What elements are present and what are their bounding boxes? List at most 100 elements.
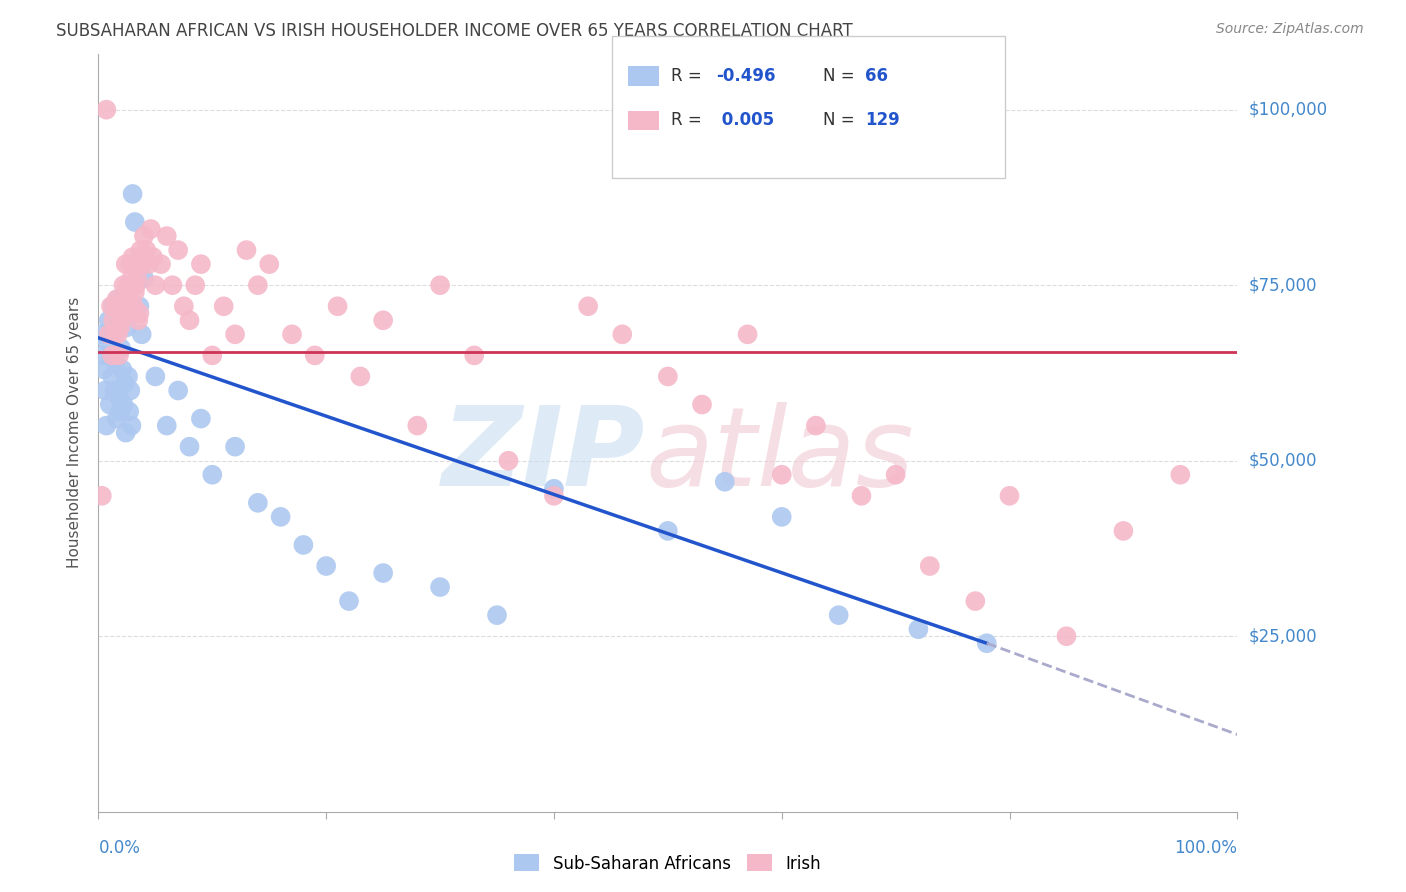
Point bbox=[139, 222, 162, 236]
Point bbox=[304, 348, 326, 362]
Point bbox=[117, 369, 139, 384]
Point bbox=[371, 566, 394, 580]
Point bbox=[167, 243, 190, 257]
Point bbox=[292, 538, 315, 552]
Point bbox=[498, 453, 520, 467]
Point bbox=[122, 299, 145, 313]
Point bbox=[104, 299, 127, 313]
Point bbox=[145, 278, 167, 293]
Point bbox=[138, 257, 160, 271]
Point bbox=[125, 278, 148, 293]
Y-axis label: Householder Income Over 65 years: Householder Income Over 65 years bbox=[67, 297, 83, 568]
Point bbox=[142, 250, 165, 264]
Legend: Sub-Saharan Africans, Irish: Sub-Saharan Africans, Irish bbox=[508, 847, 828, 880]
Point bbox=[108, 391, 131, 405]
Point bbox=[105, 292, 128, 306]
Point bbox=[120, 257, 142, 271]
Point bbox=[103, 299, 125, 313]
Point bbox=[127, 257, 149, 271]
Point bbox=[90, 327, 112, 342]
Point bbox=[131, 327, 153, 342]
Point bbox=[100, 299, 122, 313]
Point bbox=[918, 559, 941, 574]
Point bbox=[120, 418, 142, 433]
Point bbox=[190, 411, 212, 425]
Text: SUBSAHARAN AFRICAN VS IRISH HOUSEHOLDER INCOME OVER 65 YEARS CORRELATION CHART: SUBSAHARAN AFRICAN VS IRISH HOUSEHOLDER … bbox=[56, 22, 853, 40]
Point bbox=[114, 425, 136, 440]
Point bbox=[112, 278, 135, 293]
Point bbox=[128, 299, 150, 313]
Point bbox=[770, 509, 793, 524]
Point bbox=[486, 608, 509, 623]
Point bbox=[96, 334, 118, 349]
Point bbox=[103, 327, 125, 342]
Point bbox=[105, 411, 128, 425]
Point bbox=[100, 348, 122, 362]
Point bbox=[135, 243, 157, 257]
Point bbox=[907, 622, 929, 636]
Point bbox=[326, 299, 349, 313]
Point bbox=[998, 489, 1021, 503]
Point bbox=[114, 292, 136, 306]
Point bbox=[804, 418, 827, 433]
Text: 0.0%: 0.0% bbox=[98, 839, 141, 857]
Point bbox=[737, 327, 759, 342]
Point bbox=[124, 215, 146, 229]
Point bbox=[108, 404, 131, 418]
Point bbox=[246, 278, 269, 293]
Point bbox=[121, 186, 143, 201]
Point bbox=[96, 103, 118, 117]
Point bbox=[108, 320, 131, 334]
Text: -0.496: -0.496 bbox=[716, 67, 775, 85]
Point bbox=[132, 229, 155, 244]
Point bbox=[976, 636, 998, 650]
Point bbox=[103, 313, 125, 327]
Point bbox=[190, 257, 212, 271]
Point bbox=[281, 327, 304, 342]
Point bbox=[429, 278, 451, 293]
Point bbox=[115, 299, 138, 313]
Point bbox=[184, 278, 207, 293]
Point bbox=[117, 278, 139, 293]
Point bbox=[127, 313, 149, 327]
Point bbox=[94, 384, 117, 398]
Point bbox=[101, 369, 124, 384]
Text: ZIP: ZIP bbox=[441, 402, 645, 508]
Point bbox=[127, 271, 149, 285]
Point bbox=[224, 440, 246, 454]
Point bbox=[246, 496, 269, 510]
Point bbox=[884, 467, 907, 482]
Text: N =: N = bbox=[823, 67, 859, 85]
Point bbox=[111, 362, 134, 376]
Point bbox=[179, 313, 201, 327]
Point bbox=[851, 489, 873, 503]
Point bbox=[1112, 524, 1135, 538]
Text: 66: 66 bbox=[865, 67, 887, 85]
Point bbox=[349, 369, 371, 384]
Point bbox=[108, 348, 131, 362]
Point bbox=[201, 348, 224, 362]
Text: Source: ZipAtlas.com: Source: ZipAtlas.com bbox=[1216, 22, 1364, 37]
Point bbox=[406, 418, 429, 433]
Point bbox=[114, 376, 136, 391]
Text: R =: R = bbox=[671, 112, 707, 129]
Point bbox=[150, 257, 173, 271]
Point bbox=[129, 243, 152, 257]
Point bbox=[110, 342, 132, 356]
Point bbox=[97, 313, 120, 327]
Text: R =: R = bbox=[671, 67, 707, 85]
Text: $75,000: $75,000 bbox=[1249, 277, 1317, 294]
Point bbox=[132, 271, 155, 285]
Point bbox=[156, 418, 179, 433]
Text: 129: 129 bbox=[865, 112, 900, 129]
Point bbox=[145, 369, 167, 384]
Point bbox=[770, 467, 793, 482]
Point bbox=[156, 229, 179, 244]
Point bbox=[657, 524, 679, 538]
Text: $100,000: $100,000 bbox=[1249, 101, 1327, 119]
Point bbox=[1170, 467, 1192, 482]
Point bbox=[128, 306, 150, 320]
Point bbox=[543, 482, 565, 496]
Point bbox=[235, 243, 257, 257]
Point bbox=[224, 327, 246, 342]
